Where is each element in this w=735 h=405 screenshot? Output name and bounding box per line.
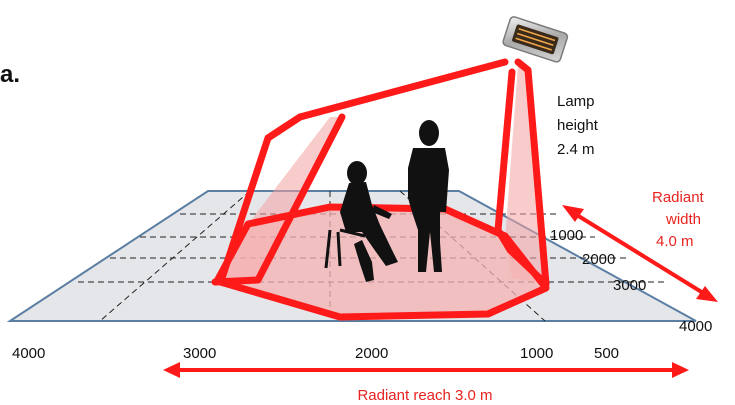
front-tick: 1000 bbox=[520, 345, 553, 362]
depth-tick: 1000 bbox=[550, 227, 583, 244]
radiant-reach-label: Radiant reach 3.0 m bbox=[357, 387, 492, 404]
front-ticks: 4000 3000 2000 1000 500 bbox=[12, 345, 619, 362]
lamp-height-label: Lamp height 2.4 m bbox=[557, 93, 599, 158]
depth-tick: 3000 bbox=[613, 277, 646, 294]
radiant-beam-outline bbox=[211, 58, 550, 288]
radiant-reach-arrow bbox=[163, 362, 689, 378]
front-tick: 500 bbox=[594, 345, 619, 362]
radiant-width-line1: Radiant bbox=[652, 189, 705, 206]
seated-woman-silhouette bbox=[324, 161, 398, 282]
radiant-width-arrow bbox=[562, 205, 718, 302]
front-tick: 3000 bbox=[183, 345, 216, 362]
front-tick: 2000 bbox=[355, 345, 388, 362]
standing-man-silhouette bbox=[408, 120, 449, 272]
lamp-height-line2: height bbox=[557, 117, 599, 134]
lamp-height-line3: 2.4 m bbox=[557, 141, 595, 158]
depth-tick: 2000 bbox=[582, 251, 615, 268]
depth-tick: 4000 bbox=[679, 318, 712, 335]
lamp-height-line1: Lamp bbox=[557, 93, 595, 110]
radiant-width-line2: width bbox=[665, 211, 701, 228]
depth-ticks: 1000 2000 3000 4000 bbox=[550, 227, 712, 335]
header-fragment: a. bbox=[0, 61, 20, 88]
radiant-width-label: Radiant width 4.0 m bbox=[652, 189, 705, 250]
front-tick: 4000 bbox=[12, 345, 45, 362]
radiant-width-line3: 4.0 m bbox=[656, 233, 694, 250]
heater-lamp-icon bbox=[502, 16, 569, 63]
